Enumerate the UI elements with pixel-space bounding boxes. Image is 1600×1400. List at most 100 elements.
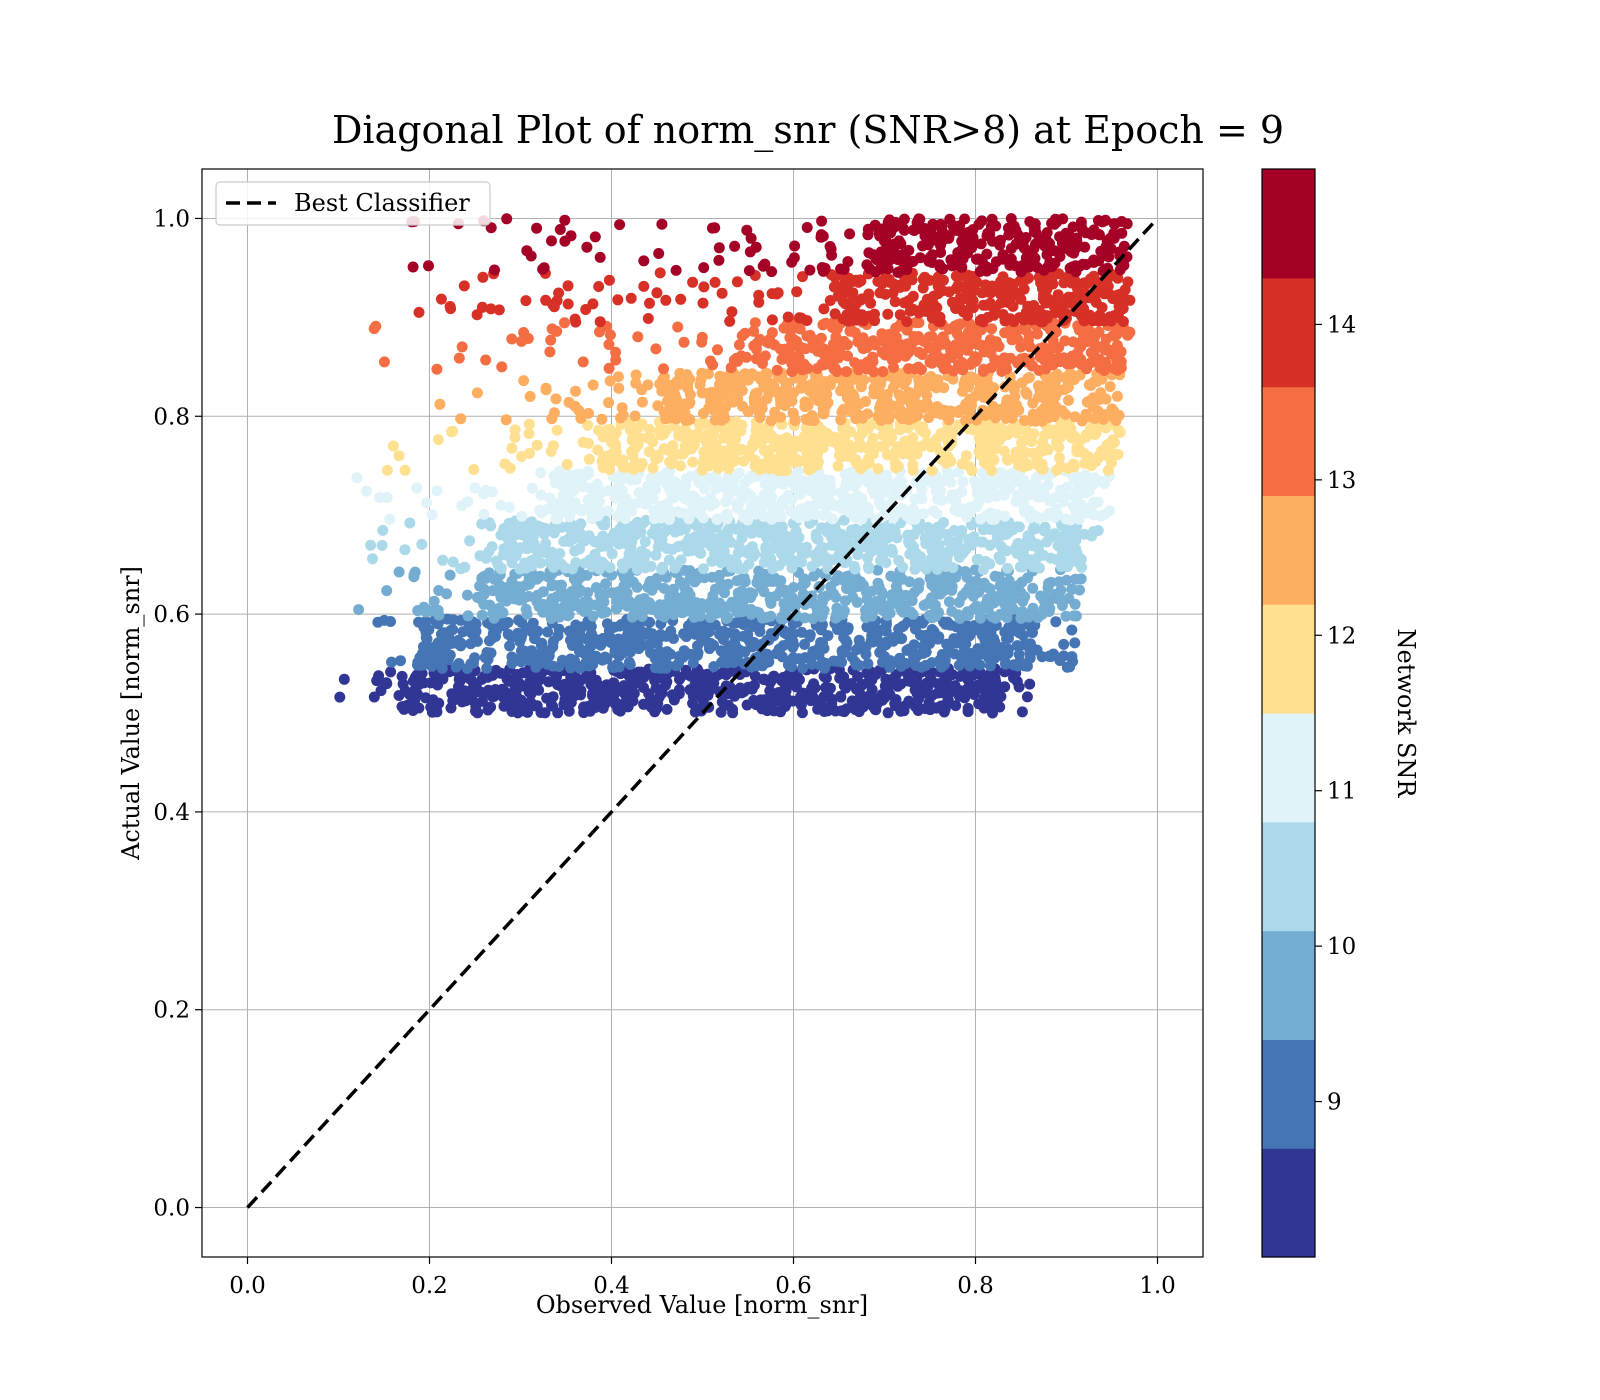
scatter-point [1018, 551, 1030, 563]
scatter-point [857, 679, 869, 690]
scatter-point [409, 684, 421, 695]
scatter-point [605, 436, 617, 448]
scatter-point [604, 375, 616, 387]
scatter-point [604, 329, 616, 341]
scatter-point [925, 610, 937, 622]
scatter-point [582, 494, 594, 506]
scatter-point [713, 379, 725, 391]
scatter-point [1027, 582, 1039, 594]
scatter-point [890, 669, 902, 680]
scatter-point [733, 499, 744, 511]
scatter-point [644, 297, 655, 309]
scatter-point [869, 488, 881, 500]
scatter-point [719, 665, 730, 677]
scatter-point [1049, 492, 1061, 504]
scatter-point [1091, 355, 1103, 366]
scatter-point [613, 489, 625, 501]
scatter-point [1061, 574, 1073, 586]
scatter-point [744, 450, 755, 462]
scatter-point [888, 361, 899, 373]
scatter-point [502, 628, 514, 640]
scatter-point [652, 697, 664, 709]
scatter-point [677, 430, 689, 441]
scatter-point [476, 301, 488, 313]
scatter-point [537, 643, 549, 655]
scatter-point [380, 677, 392, 689]
scatter-point [603, 339, 615, 350]
scatter-point [612, 511, 624, 522]
scatter-point [720, 610, 732, 622]
scatter-point [933, 539, 945, 551]
scatter-point [853, 459, 864, 471]
scatter-point [980, 279, 991, 291]
scatter-point [693, 667, 705, 679]
scatter-point [840, 635, 852, 647]
scatter-point [906, 304, 918, 316]
scatter-point [999, 315, 1011, 327]
scatter-point [996, 365, 1008, 377]
scatter-point [913, 577, 925, 589]
scatter-point [1024, 678, 1036, 690]
scatter-point [432, 434, 444, 446]
scatter-point [998, 479, 1010, 491]
scatter-point [698, 446, 710, 458]
scatter-point [618, 598, 630, 610]
scatter-point [457, 626, 469, 638]
scatter-point [929, 582, 941, 594]
scatter-point [1100, 333, 1112, 345]
scatter-point [836, 705, 847, 717]
scatter-point [732, 563, 744, 575]
scatter-point [458, 280, 470, 292]
scatter-point [535, 707, 547, 718]
scatter-point [672, 321, 684, 333]
scatter-point [793, 674, 805, 686]
scatter-point [734, 600, 746, 612]
scatter-point [917, 640, 929, 652]
scatter-point [698, 281, 710, 293]
scatter-point [1021, 691, 1033, 703]
scatter-point [1071, 547, 1083, 559]
scatter-point [561, 459, 573, 470]
scatter-point [624, 659, 636, 670]
scatter-point [751, 338, 763, 350]
scatter-point [846, 651, 858, 663]
scatter-point [1088, 509, 1100, 521]
scatter-point [960, 646, 972, 658]
scatter-point [1027, 627, 1038, 639]
scatter-point [625, 292, 637, 304]
scatter-point [413, 306, 425, 318]
scatter-point [1099, 478, 1110, 490]
scatter-point [819, 376, 831, 388]
scatter-point [551, 295, 563, 307]
scatter-point [987, 707, 998, 719]
scatter-point [862, 408, 873, 420]
scatter-point [625, 541, 637, 553]
scatter-point [601, 618, 613, 630]
scatter-point [843, 678, 855, 690]
scatter-point [945, 493, 957, 505]
scatter-point [676, 607, 688, 619]
scatter-point [1068, 610, 1080, 622]
scatter-point [811, 532, 822, 544]
scatter-point [975, 612, 986, 624]
scatter-point [975, 536, 987, 548]
scatter-point [698, 563, 709, 575]
scatter-point [852, 671, 864, 682]
scatter-point [716, 287, 728, 299]
scatter-point [669, 487, 681, 499]
scatter-point [1066, 651, 1078, 663]
scatter-point [973, 384, 985, 396]
scatter-point [931, 523, 943, 535]
scatter-point [714, 569, 726, 581]
scatter-point [867, 537, 878, 549]
scatter-point [712, 545, 724, 557]
scatter-point [1078, 528, 1090, 540]
scatter-point [529, 671, 541, 682]
scatter-point [585, 628, 597, 640]
scatter-point [461, 589, 473, 601]
scatter-point [926, 465, 938, 477]
scatter-point [1003, 632, 1014, 644]
scatter-point [543, 676, 555, 688]
scatter-point [710, 439, 722, 451]
scatter-point [744, 637, 756, 649]
